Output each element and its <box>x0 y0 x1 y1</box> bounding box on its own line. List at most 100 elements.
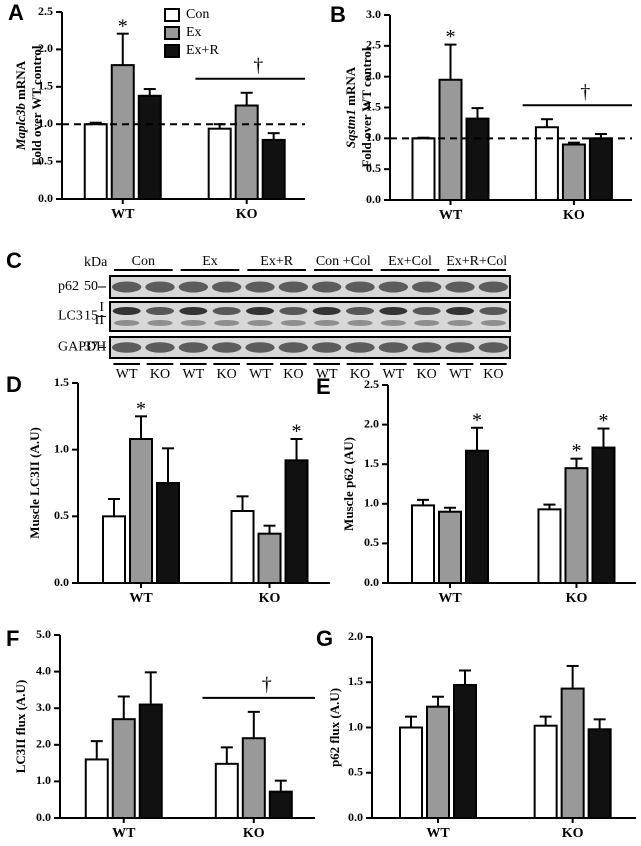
blot-lane-label: WT <box>382 367 404 382</box>
panel-letter: B <box>330 2 346 27</box>
legend-label: Ex <box>186 25 202 40</box>
blot-band <box>478 281 509 293</box>
x-tick-label: WT <box>111 207 135 222</box>
blot-band <box>378 281 409 293</box>
group-marker: † <box>262 673 272 695</box>
panel-letter: A <box>8 0 24 25</box>
blot-group-label: Con <box>132 254 155 269</box>
bar <box>560 687 585 820</box>
blot-band <box>280 320 307 326</box>
group-marker: † <box>253 54 263 76</box>
blot-band <box>112 307 141 315</box>
blot-row-label: LC3 <box>58 309 83 324</box>
bar <box>268 790 293 820</box>
blot-band <box>112 342 142 353</box>
bar <box>587 728 612 819</box>
blot-lane-label: KO <box>350 367 370 382</box>
blot-band <box>445 281 475 293</box>
blot-band <box>414 320 440 326</box>
blot-band <box>278 342 309 353</box>
bar <box>261 138 286 201</box>
panel-letter: C <box>6 248 22 273</box>
blot-lane-label: KO <box>483 367 503 382</box>
bar <box>411 137 436 201</box>
y-axis-unit: mRNA <box>343 66 358 106</box>
y-tick-label: 0.0 <box>36 810 51 824</box>
bar <box>137 94 162 200</box>
bar <box>564 467 589 584</box>
significance-marker: * <box>118 15 128 37</box>
blot-band-label: II <box>95 313 105 328</box>
bar <box>438 510 462 584</box>
bar <box>465 449 489 584</box>
blot-band <box>447 320 473 326</box>
blot-band <box>247 320 273 326</box>
y-tick-label: 0.0 <box>54 575 69 589</box>
blot-band <box>412 307 441 315</box>
bar <box>534 126 559 201</box>
blot-band <box>480 320 507 326</box>
y-tick-label: 2.0 <box>36 737 51 751</box>
y-tick-label: 2.0 <box>38 41 53 55</box>
blot-unit: kDa <box>84 255 108 270</box>
y-tick-label: 0.5 <box>364 535 379 549</box>
blot-group-label: Ex+R <box>260 254 293 269</box>
blot-band <box>245 281 275 293</box>
y-tick-label: 2.5 <box>366 38 381 52</box>
y-axis-label: LC3II flux (A.U) <box>13 680 28 774</box>
blot-group-label: Ex <box>202 254 218 269</box>
x-tick-label: WT <box>438 591 462 606</box>
bar <box>438 78 463 201</box>
y-tick-label: 0.0 <box>364 575 379 589</box>
x-tick-label: WT <box>129 591 153 606</box>
bar <box>129 438 153 584</box>
blot-band <box>346 307 374 315</box>
y-tick-label: 1.5 <box>38 79 53 93</box>
blot-band <box>178 281 208 293</box>
significance-marker: * <box>136 398 146 420</box>
x-tick-label: KO <box>562 826 584 841</box>
blot-band <box>245 342 275 353</box>
bar <box>156 482 180 584</box>
bar <box>214 762 239 819</box>
bar <box>561 143 586 201</box>
bar <box>591 446 616 584</box>
bar <box>241 737 266 819</box>
blot-lane-label: WT <box>449 367 471 382</box>
x-tick-label: KO <box>236 207 258 222</box>
blot-band <box>246 307 274 315</box>
y-axis-label: Fold over WT control <box>29 45 44 165</box>
x-tick-label: KO <box>563 208 585 223</box>
blot-band <box>147 320 173 326</box>
y-tick-label: 2.5 <box>364 377 379 391</box>
blot-band <box>347 320 373 326</box>
x-tick-label: WT <box>112 826 136 841</box>
blot-band <box>412 342 442 353</box>
bar <box>537 508 562 584</box>
y-axis-label: Maplc3b mRNA <box>13 60 28 151</box>
y-axis-label: Fold over WT control <box>359 47 374 167</box>
significance-marker: * <box>472 409 482 431</box>
legend-swatch <box>164 26 180 40</box>
blot-group-label: Ex+Col <box>388 254 432 269</box>
blot-band <box>180 320 206 326</box>
blot-lane-label: WT <box>116 367 138 382</box>
blot-strip <box>109 336 511 359</box>
blot-band <box>345 281 375 293</box>
blot-band <box>214 320 240 326</box>
blot-band <box>380 320 407 326</box>
y-tick-label: 2.0 <box>348 629 363 643</box>
bar <box>284 459 309 585</box>
blot-marker: 37 <box>84 340 98 355</box>
y-tick-label: 1.5 <box>348 674 363 688</box>
blot-band <box>479 307 508 315</box>
significance-marker: * <box>598 410 608 432</box>
x-tick-label: KO <box>259 591 281 606</box>
y-tick-label: 2.5 <box>38 4 53 18</box>
bar <box>588 137 613 201</box>
blot-row-label: GAPDH <box>58 340 106 355</box>
legend-label: Ex+R <box>186 43 219 58</box>
blot-band <box>445 342 475 353</box>
blot-band <box>314 320 340 326</box>
blot-band <box>212 307 241 315</box>
